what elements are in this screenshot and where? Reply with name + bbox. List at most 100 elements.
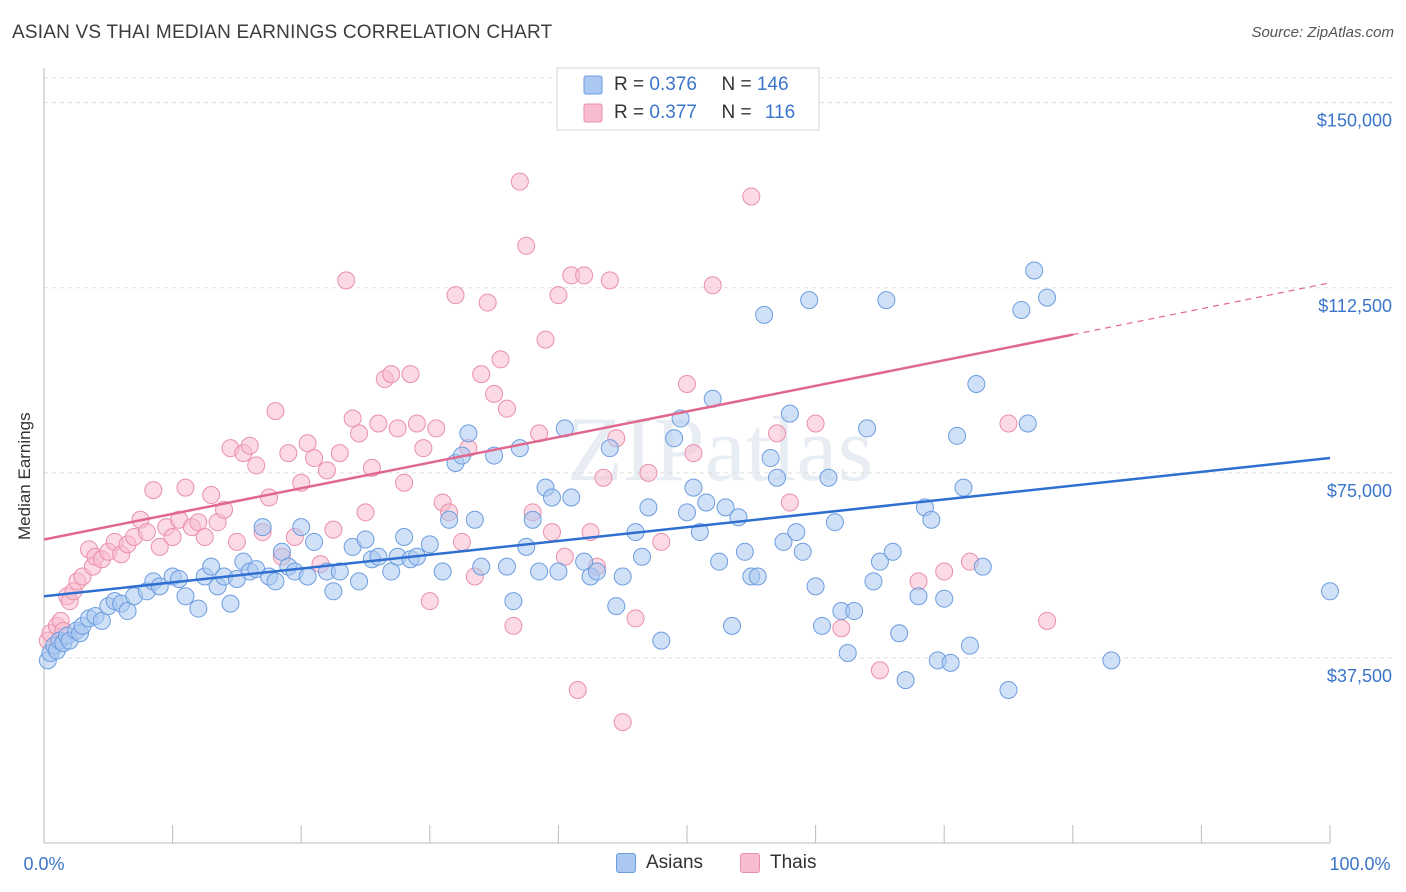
asians-point xyxy=(780,404,799,423)
asians-points xyxy=(38,261,1339,699)
thais-point xyxy=(427,419,446,438)
asians-point xyxy=(973,557,992,576)
asians-n-value: 146 xyxy=(756,74,789,95)
asians-point xyxy=(330,562,349,581)
thais-point xyxy=(317,461,336,480)
thais-point xyxy=(305,449,324,468)
thais-point xyxy=(446,286,465,305)
asians-point xyxy=(350,572,369,591)
asians-r-value: 0.376 xyxy=(649,74,697,95)
asians-point xyxy=(440,510,459,529)
asians-point xyxy=(864,572,883,591)
y-tick-label: $75,000 xyxy=(1327,481,1392,501)
asians-point xyxy=(420,535,439,554)
legend-label-asians: Asians xyxy=(646,852,704,873)
thais-point xyxy=(388,419,407,438)
asians-point xyxy=(607,597,626,616)
asians-point xyxy=(1012,300,1031,319)
asians-point xyxy=(221,594,240,613)
thais-point xyxy=(401,365,420,384)
asians-point xyxy=(324,582,343,601)
asians-point xyxy=(890,624,909,643)
thais-point xyxy=(420,592,439,611)
asians-point xyxy=(838,643,857,662)
asians-point xyxy=(575,552,594,571)
asians-point xyxy=(948,426,967,445)
asians-point xyxy=(870,552,889,571)
asians-point xyxy=(202,557,221,576)
asians-point xyxy=(768,468,787,487)
asians-point xyxy=(504,592,523,611)
asians-trend-line xyxy=(43,456,1331,598)
thais-stats-row: R = 0.377 N = 116 xyxy=(614,102,795,124)
thais-r-value: 0.377 xyxy=(649,102,697,123)
thais-point xyxy=(768,424,787,443)
thais-point xyxy=(542,523,561,542)
thais-stats-swatch xyxy=(583,103,603,123)
thais-point xyxy=(337,271,356,290)
asians-point xyxy=(941,653,960,672)
thais-point xyxy=(478,293,497,312)
asians-point xyxy=(735,542,754,561)
asians-point xyxy=(613,567,632,586)
thais-legend-swatch xyxy=(740,853,760,873)
thais-point xyxy=(227,532,246,551)
thais-point xyxy=(330,444,349,463)
thais-point xyxy=(703,276,722,295)
asians-point xyxy=(954,478,973,497)
legend-label-thais: Thais xyxy=(770,852,817,873)
thais-point xyxy=(298,434,317,453)
asians-point xyxy=(253,518,272,537)
asians-point xyxy=(960,636,979,655)
thais-point xyxy=(324,520,343,539)
asians-point xyxy=(922,510,941,529)
legend-item-asians[interactable]: Asians xyxy=(616,852,703,874)
thais-point xyxy=(832,619,851,638)
thais-point xyxy=(247,456,266,475)
source-label: Source: ZipAtlas.com xyxy=(1251,24,1394,41)
thais-point xyxy=(639,463,658,482)
thais-points xyxy=(38,172,1057,732)
thais-point xyxy=(613,713,632,732)
asians-point xyxy=(562,488,581,507)
asians-point xyxy=(530,562,549,581)
thais-trend-extension xyxy=(1072,282,1331,336)
thais-point xyxy=(350,424,369,443)
thais-point xyxy=(491,350,510,369)
x-tick-label: 100.0% xyxy=(1329,854,1390,874)
asians-point xyxy=(896,671,915,690)
asians-point xyxy=(761,449,780,468)
thais-point xyxy=(575,266,594,285)
thais-point xyxy=(780,493,799,512)
thais-point xyxy=(1038,611,1057,630)
asians-point xyxy=(632,547,651,566)
trend-lines xyxy=(43,282,1331,598)
asians-point xyxy=(755,305,774,324)
asians-point xyxy=(665,429,684,448)
thais-point xyxy=(870,661,889,680)
r-label: R = xyxy=(614,102,650,123)
asians-point xyxy=(813,616,832,635)
asians-point xyxy=(825,513,844,532)
thais-point xyxy=(806,414,825,433)
thais-point xyxy=(260,488,279,507)
thais-point xyxy=(935,562,954,581)
asians-point xyxy=(800,291,819,310)
thais-point xyxy=(497,399,516,418)
thais-point xyxy=(189,513,208,532)
asians-point xyxy=(935,589,954,608)
asians-point xyxy=(292,518,311,537)
asians-point xyxy=(1025,261,1044,280)
asians-point xyxy=(395,528,414,546)
n-label: N = xyxy=(721,102,757,123)
thais-point xyxy=(626,609,645,628)
thais-point xyxy=(684,444,703,463)
y-tick-label: $150,000 xyxy=(1317,111,1392,131)
asians-point xyxy=(1018,414,1037,433)
thais-point xyxy=(504,616,523,635)
asians-point xyxy=(465,510,484,529)
asians-point xyxy=(787,523,806,542)
legend-item-thais[interactable]: Thais xyxy=(740,852,816,874)
thais-point xyxy=(163,528,182,546)
